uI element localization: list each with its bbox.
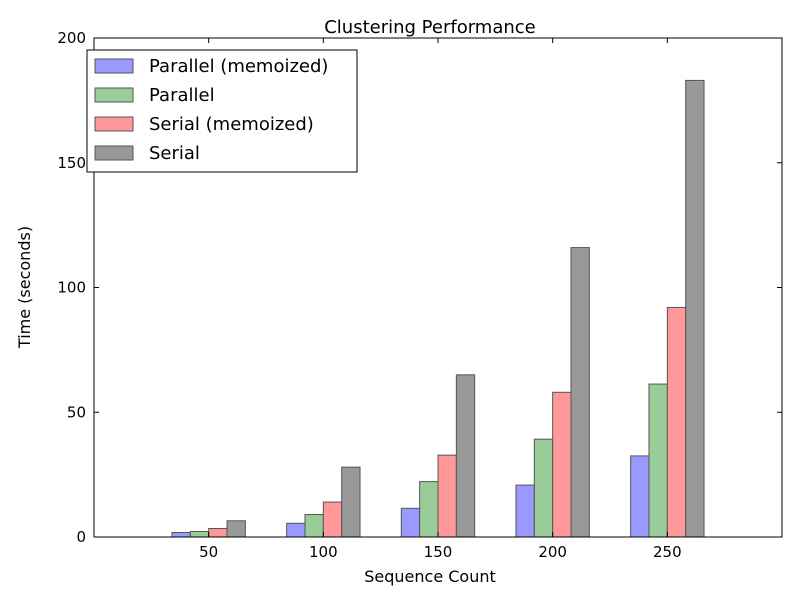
x-tick-label: 50 bbox=[199, 543, 218, 561]
legend-swatch-parallel bbox=[94, 87, 134, 103]
ticks-group: 50 100 150 200 250 0 50 100 150 200 bbox=[57, 29, 782, 561]
bar-parallel-memoized-50 bbox=[171, 532, 191, 538]
legend: Parallel (memoized) Parallel Serial (memoi… bbox=[86, 49, 358, 173]
legend-label-parallel: Parallel bbox=[149, 85, 215, 106]
legend-swatch-serial-memoized bbox=[94, 116, 134, 132]
bar-serial-200 bbox=[570, 247, 590, 538]
legend-swatch-parallel-memoized bbox=[94, 58, 134, 74]
x-tick-label: 150 bbox=[424, 543, 453, 561]
bar-serial-memoized-150 bbox=[437, 454, 457, 538]
bar-parallel-memoized-150 bbox=[400, 507, 421, 538]
bar-serial-250 bbox=[685, 79, 705, 538]
y-axis-label: Time (seconds) bbox=[15, 226, 34, 349]
bars-group bbox=[171, 79, 705, 538]
legend-swatch-serial bbox=[94, 145, 134, 161]
bar-serial-150 bbox=[455, 374, 476, 538]
bar-parallel-250 bbox=[648, 383, 668, 538]
x-tick-label: 250 bbox=[653, 543, 682, 561]
bar-parallel-memoized-250 bbox=[630, 455, 650, 538]
bar-parallel-150 bbox=[419, 481, 439, 538]
bar-serial-100 bbox=[341, 466, 361, 538]
y-tick-label: 150 bbox=[57, 154, 86, 172]
x-axis-label: Sequence Count bbox=[364, 567, 496, 586]
y-tick-label: 50 bbox=[67, 403, 86, 421]
bar-parallel-memoized-200 bbox=[515, 484, 535, 538]
bar-serial-50 bbox=[226, 520, 246, 538]
y-tick-label: 100 bbox=[57, 279, 86, 297]
legend-label-serial-memoized: Serial (memoized) bbox=[149, 114, 314, 135]
bar-serial-memoized-50 bbox=[208, 528, 228, 538]
x-tick-label: 200 bbox=[538, 543, 567, 561]
bar-parallel-50 bbox=[189, 531, 210, 538]
legend-label-serial: Serial bbox=[149, 143, 200, 164]
y-tick-label: 200 bbox=[57, 29, 86, 47]
y-tick-label: 0 bbox=[76, 528, 86, 546]
bar-parallel-100 bbox=[304, 514, 324, 538]
bar-parallel-memoized-100 bbox=[286, 522, 306, 538]
bar-serial-memoized-100 bbox=[322, 501, 343, 538]
legend-label-parallel-memoized: Parallel (memoized) bbox=[149, 56, 328, 77]
chart-title: Clustering Performance bbox=[324, 17, 536, 38]
bar-serial-memoized-250 bbox=[666, 306, 687, 538]
bar-parallel-200 bbox=[533, 438, 554, 538]
bar-serial-memoized-200 bbox=[552, 391, 572, 538]
x-tick-label: 100 bbox=[309, 543, 338, 561]
plot-frame bbox=[93, 37, 783, 538]
